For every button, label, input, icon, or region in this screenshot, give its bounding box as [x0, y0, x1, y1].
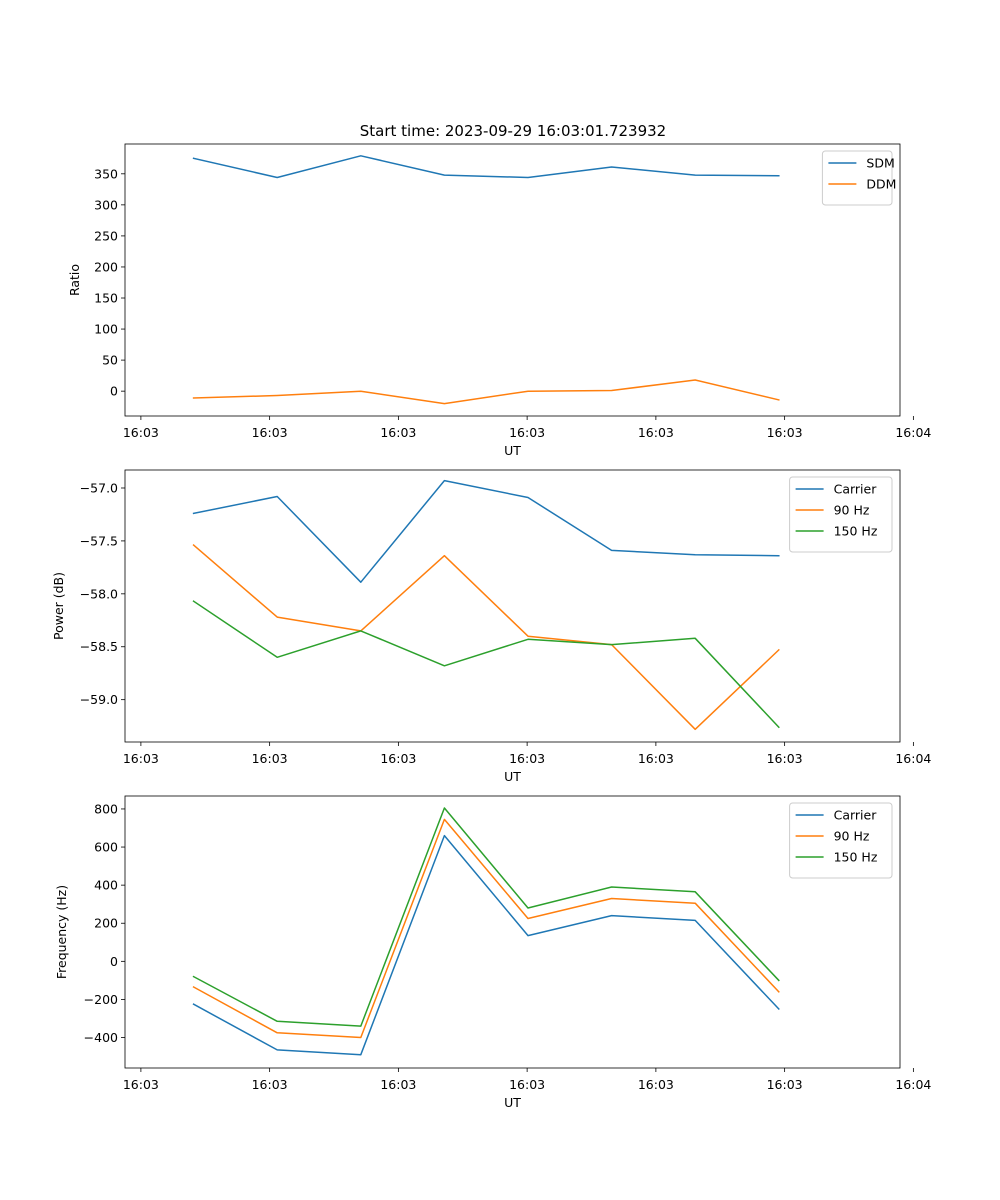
legend-box: [789, 476, 893, 553]
legend-label: DDM: [866, 177, 896, 192]
y-tick-label: −58.5: [80, 639, 118, 654]
y-tick-label: −200: [84, 992, 118, 1007]
legend-label: SDM: [866, 156, 894, 171]
x-tick-label: 16:03: [509, 751, 545, 766]
x-axis-label: UT: [504, 1095, 521, 1110]
x-tick-label: 16:03: [252, 425, 288, 440]
y-tick-label: 100: [94, 322, 118, 337]
x-axis-label: UT: [504, 769, 521, 784]
x-tick-label: 16:03: [767, 425, 803, 440]
legend-label: Carrier: [834, 482, 878, 497]
y-tick-label: −58.0: [80, 586, 118, 601]
series-line-carrier: [192, 834, 780, 1056]
y-tick-label: 800: [94, 801, 118, 816]
axes-frame: [124, 469, 901, 743]
series-line-150-hz: [192, 600, 780, 729]
x-tick-label: 16:03: [638, 1077, 674, 1092]
x-tick-label: 16:03: [380, 425, 416, 440]
x-axis-label: UT: [504, 443, 521, 458]
series-line-150-hz: [192, 807, 780, 1027]
x-tick-label: 16:03: [638, 425, 674, 440]
legend-box: [821, 150, 893, 206]
x-tick-label: 16:04: [895, 751, 931, 766]
y-tick-label: −400: [84, 1030, 118, 1045]
series-line-90-hz: [192, 818, 780, 1039]
series-line-carrier: [192, 479, 780, 583]
legend: SDM DDM: [821, 150, 896, 206]
series-line-ddm: [192, 379, 780, 405]
x-tick-label: 16:03: [123, 1077, 159, 1092]
x-tick-label: 16:03: [380, 751, 416, 766]
legend-label: Carrier: [834, 808, 878, 823]
y-tick-label: 0: [110, 384, 118, 399]
x-tick-label: 16:03: [123, 425, 159, 440]
legend-box: [789, 802, 893, 879]
subplot-3: 16:03 16:03 16:03 16:03 16:03 16:03 16:04 −400 −…: [54, 795, 931, 1110]
subplot-1: 16:03 16:03 16:03 16:03 16:03 16:03 16:04 0 50 10…: [67, 143, 931, 458]
series-line-sdm: [192, 155, 780, 179]
legend: Carrier 90 Hz 150 Hz: [789, 476, 893, 553]
y-tick-label: −57.0: [80, 480, 118, 495]
y-tick-label: 300: [94, 197, 118, 212]
y-tick-label: −57.5: [80, 533, 118, 548]
legend: Carrier 90 Hz 150 Hz: [789, 802, 893, 879]
y-tick-label: −59.0: [80, 692, 118, 707]
y-axis-label: Ratio: [67, 264, 82, 296]
x-tick-label: 16:03: [380, 1077, 416, 1092]
y-tick-label: 350: [94, 166, 118, 181]
x-tick-label: 16:03: [767, 1077, 803, 1092]
y-tick-label: 200: [94, 916, 118, 931]
x-tick-label: 16:03: [123, 751, 159, 766]
x-tick-label: 16:03: [509, 1077, 545, 1092]
x-tick-label: 16:03: [509, 425, 545, 440]
legend-label: 150 Hz: [834, 524, 878, 539]
legend-label: 150 Hz: [834, 850, 878, 865]
axes-frame: [124, 795, 901, 1069]
subplot-2: 16:03 16:03 16:03 16:03 16:03 16:03 16:04 −59.0…: [51, 469, 931, 784]
y-tick-label: 600: [94, 840, 118, 855]
y-tick-label: 150: [94, 291, 118, 306]
y-tick-label: 250: [94, 228, 118, 243]
legend-label: 90 Hz: [834, 829, 870, 844]
y-axis-label: Power (dB): [51, 572, 66, 640]
series-line-90-hz: [192, 544, 780, 731]
x-tick-label: 16:03: [252, 1077, 288, 1092]
x-tick-label: 16:04: [895, 425, 931, 440]
y-tick-label: 400: [94, 878, 118, 893]
figure-title: Start time: 2023-09-29 16:03:01.723932: [360, 122, 666, 140]
y-tick-label: 200: [94, 259, 118, 274]
y-tick-label: 0: [110, 954, 118, 969]
axes-frame: [124, 143, 901, 417]
x-tick-label: 16:03: [638, 751, 674, 766]
legend-label: 90 Hz: [834, 503, 870, 518]
y-tick-label: 50: [102, 353, 118, 368]
x-tick-label: 16:04: [895, 1077, 931, 1092]
x-tick-label: 16:03: [252, 751, 288, 766]
x-tick-label: 16:03: [767, 751, 803, 766]
y-axis-label: Frequency (Hz): [54, 885, 69, 979]
